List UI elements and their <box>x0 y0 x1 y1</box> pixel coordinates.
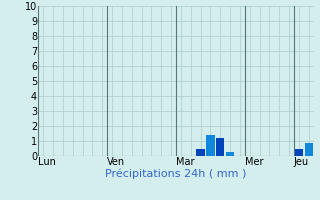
Bar <box>206 135 215 156</box>
Bar <box>216 138 224 156</box>
Bar <box>305 142 313 156</box>
X-axis label: Précipitations 24h ( mm ): Précipitations 24h ( mm ) <box>105 169 247 179</box>
Bar <box>295 148 303 156</box>
Bar <box>196 148 205 156</box>
Bar <box>226 152 234 156</box>
